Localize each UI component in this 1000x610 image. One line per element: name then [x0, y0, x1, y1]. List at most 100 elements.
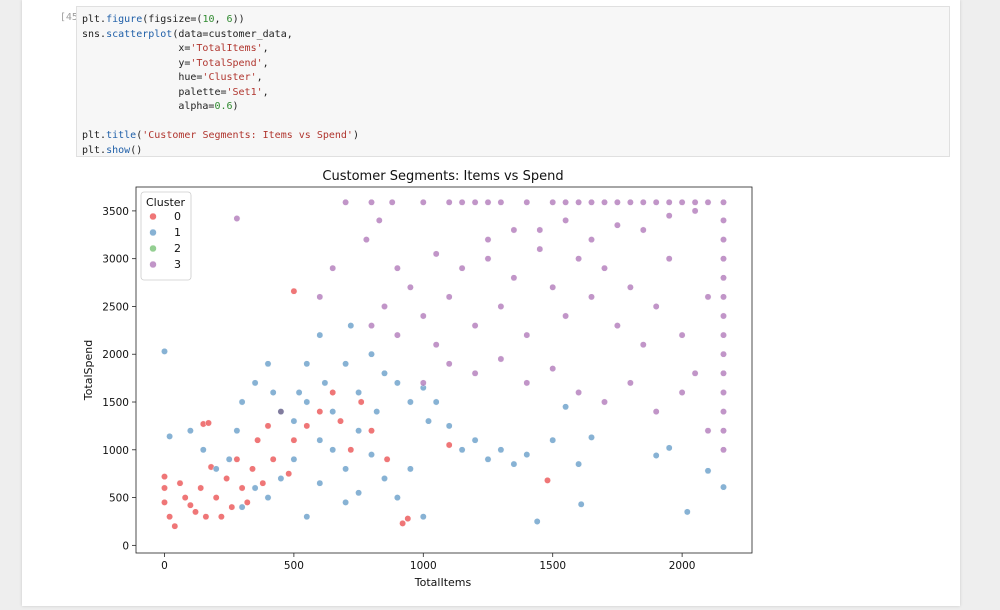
data-point-cluster-1 [704, 467, 712, 475]
data-point-cluster-3 [691, 369, 699, 377]
data-point-cluster-1 [269, 389, 277, 396]
data-point-cluster-0 [166, 513, 174, 521]
data-point-cluster-3 [549, 283, 557, 291]
notebook-sheet: [45]: plt.figure(figsize=(10, 6)) sns.sc… [22, 0, 960, 606]
y-tick-label: 3000 [102, 254, 129, 266]
data-point-cluster-3 [720, 255, 727, 263]
data-point-cluster-3 [536, 226, 544, 234]
data-point-cluster-1 [381, 369, 388, 377]
data-point-cluster-0 [357, 398, 365, 406]
data-point-cluster-1 [342, 360, 350, 368]
data-point-cluster-1 [316, 331, 324, 339]
data-point-cluster-1 [549, 436, 557, 444]
data-point-cluster-0 [197, 484, 205, 492]
data-point-cluster-0 [212, 494, 220, 502]
code-token: 'Cluster' [202, 72, 257, 83]
code-token: , [262, 86, 269, 98]
data-point-cluster-0 [192, 508, 199, 516]
data-point-cluster-3 [720, 312, 727, 320]
data-point-cluster-0 [264, 422, 272, 430]
data-point-cluster-0 [290, 436, 298, 444]
data-point-cluster-1 [381, 475, 388, 482]
data-point-cluster-3 [484, 198, 492, 206]
data-point-cluster-3 [484, 255, 492, 263]
data-point-cluster-3 [588, 293, 595, 301]
code-token: sns. [82, 28, 107, 40]
data-point-cluster-3 [678, 389, 686, 396]
data-point-cluster-3 [497, 198, 505, 206]
data-point-cluster-1 [303, 398, 311, 406]
points-layer [161, 198, 727, 530]
data-point-cluster-3 [523, 379, 531, 387]
data-point-cluster-3 [368, 198, 375, 206]
data-point-cluster-3 [549, 198, 557, 206]
data-point-cluster-1 [588, 433, 595, 441]
data-point-cluster-3 [497, 355, 505, 363]
legend-marker-cluster-0 [149, 212, 157, 221]
plot-frame [135, 186, 753, 554]
code-token: show [106, 144, 131, 156]
data-point-cluster-0 [186, 501, 194, 509]
y-tick-label: 0 [122, 540, 129, 552]
data-point-cluster-3 [720, 236, 727, 244]
data-point-cluster-3 [549, 365, 557, 373]
data-point-cluster-0 [233, 455, 241, 463]
code-token: (data=customer_data, [172, 28, 293, 40]
data-point-cluster-3 [704, 198, 712, 206]
data-point-cluster-3 [601, 398, 608, 406]
code-token: plt. [82, 144, 107, 156]
data-point-cluster-1 [523, 451, 531, 459]
data-point-cluster-3 [471, 198, 479, 206]
data-point-cluster-0 [316, 408, 324, 416]
data-point-cluster-1 [264, 360, 272, 368]
y-axis: 0 500 1000 1500 2000 2500 3000 3500 [102, 206, 136, 552]
code-editor[interactable]: plt.figure(figsize=(10, 6)) sns.scatterp… [82, 13, 359, 158]
data-point-cluster-3 [471, 369, 479, 377]
data-point-cluster-1 [471, 436, 479, 444]
code-line: y='TotalSpend', [82, 57, 268, 69]
legend-label-cluster-0: 0 [174, 210, 181, 223]
data-point-cluster-3 [445, 293, 453, 301]
data-point-cluster-1 [445, 422, 453, 430]
data-point-cluster-3 [575, 389, 583, 396]
data-point-cluster-3 [613, 322, 621, 330]
data-point-cluster-1 [419, 513, 427, 521]
code-token: scatterplot [106, 28, 173, 40]
data-point-cluster-3 [665, 212, 673, 220]
data-point-cluster-0 [290, 287, 298, 295]
data-point-cluster-3 [316, 293, 324, 301]
data-point-cluster-3 [342, 198, 350, 206]
code-cell[interactable]: plt.figure(figsize=(10, 6)) sns.scatterp… [76, 6, 950, 157]
data-point-cluster-3 [419, 379, 427, 387]
data-point-cluster-3 [458, 264, 466, 272]
code-token: y= [82, 57, 191, 69]
data-point-cluster-0 [445, 441, 453, 449]
data-point-cluster-1 [355, 389, 363, 396]
data-point-cluster-0 [285, 470, 293, 478]
data-point-cluster-1 [238, 503, 246, 511]
data-point-cluster-0 [238, 484, 246, 492]
data-point-cluster-3 [419, 312, 427, 320]
code-line: plt.title('Customer Segments: Items vs S… [82, 130, 359, 141]
data-point-cluster-1 [161, 347, 168, 355]
data-point-cluster-3 [720, 350, 727, 358]
data-point-cluster-3 [471, 322, 479, 330]
code-line: plt.show() [82, 145, 142, 156]
data-point-cluster-1 [368, 451, 375, 459]
x-tick-label: 1000 [410, 560, 437, 572]
data-point-cluster-0 [205, 419, 212, 427]
data-point-cluster-3 [562, 198, 570, 206]
data-point-cluster-1 [329, 408, 337, 416]
data-point-cluster-3 [704, 293, 712, 301]
y-tick-label: 2000 [102, 349, 129, 361]
data-point-cluster-1 [355, 427, 363, 435]
code-token: (figsize=( [142, 14, 203, 25]
y-tick-label: 3500 [102, 206, 129, 218]
y-tick-label: 500 [109, 493, 129, 505]
data-point-cluster-1 [303, 360, 311, 368]
data-point-cluster-0 [329, 389, 337, 396]
data-point-cluster-3 [601, 198, 608, 206]
code-line: palette='Set1', [82, 86, 269, 98]
data-point-cluster-1 [316, 436, 324, 444]
legend-label-cluster-3: 3 [174, 258, 181, 271]
